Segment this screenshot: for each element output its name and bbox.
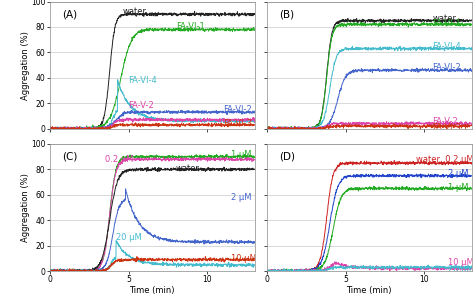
Text: FA-VI-1: FA-VI-1 — [432, 19, 461, 28]
Text: FA-VI-1: FA-VI-1 — [176, 22, 205, 31]
Text: water: water — [176, 164, 200, 172]
X-axis label: Time (min): Time (min) — [346, 286, 392, 294]
Text: FA-V-2: FA-V-2 — [128, 101, 154, 110]
Text: 2 μM: 2 μM — [448, 169, 468, 178]
Text: FA-VI-3: FA-VI-3 — [432, 123, 461, 132]
Y-axis label: Aggregation (%): Aggregation (%) — [21, 173, 30, 242]
Text: 20 μM: 20 μM — [116, 233, 142, 242]
Text: water: water — [122, 7, 146, 16]
Text: 10 μM: 10 μM — [448, 257, 474, 267]
Text: 1 μM: 1 μM — [231, 150, 251, 159]
Text: 2 μM: 2 μM — [231, 193, 251, 202]
X-axis label: Time (min): Time (min) — [129, 286, 175, 294]
Text: FA-VI-2: FA-VI-2 — [432, 63, 461, 72]
Text: 1 μM: 1 μM — [448, 183, 468, 192]
Text: 20 μM: 20 μM — [448, 265, 474, 274]
Text: (D): (D) — [280, 152, 295, 161]
Text: FA-VI-2: FA-VI-2 — [223, 105, 252, 114]
Text: FA-V-2: FA-V-2 — [432, 116, 458, 126]
Y-axis label: Aggregation (%): Aggregation (%) — [21, 31, 30, 99]
Text: (A): (A) — [63, 9, 77, 19]
Text: FA-VI-4: FA-VI-4 — [432, 42, 461, 51]
Text: FA-VI-4: FA-VI-4 — [128, 76, 157, 85]
Text: water: water — [432, 14, 456, 22]
Text: 10 μM: 10 μM — [231, 254, 257, 263]
Text: 0.2 μM: 0.2 μM — [105, 155, 133, 164]
Text: water, 0.2 μM: water, 0.2 μM — [417, 155, 474, 164]
Text: (B): (B) — [280, 9, 294, 19]
Text: FA-VI-3: FA-VI-3 — [223, 119, 252, 128]
Text: (C): (C) — [63, 152, 78, 161]
